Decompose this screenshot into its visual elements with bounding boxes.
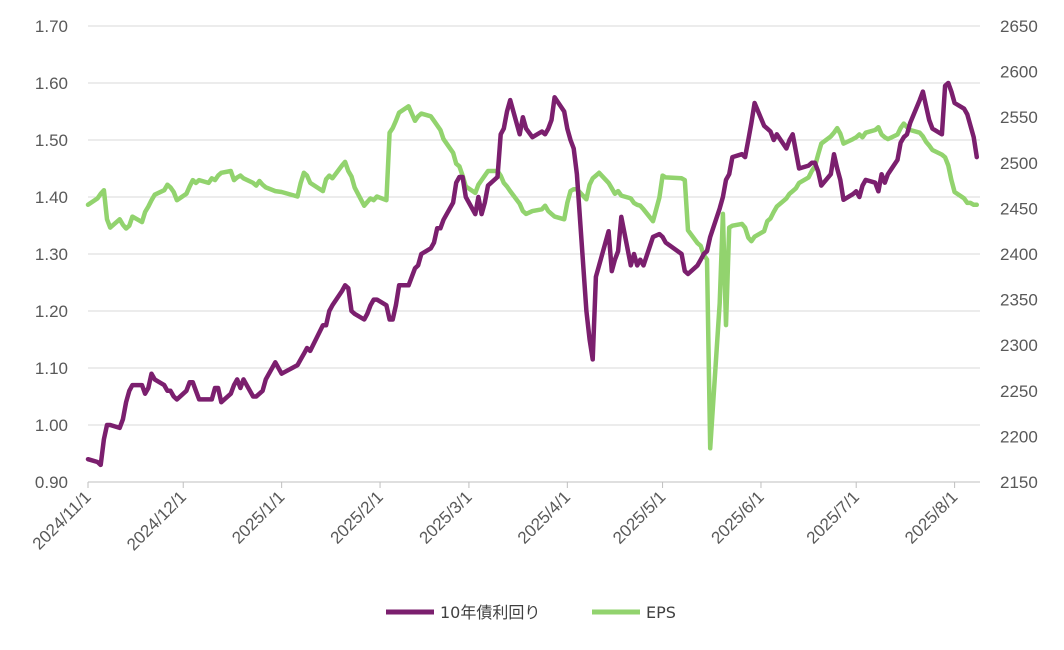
x-axis: 2024/11/1 2024/12/1 2025/1/1 2025/2/1 2025/3… xyxy=(29,481,980,554)
left-y-tick-label: 0.90 xyxy=(35,473,68,492)
x-tick-label: 2025/1/1 xyxy=(228,487,288,547)
right-y-axis: 2150 2200 2250 2300 2350 2400 2450 2500 2550 2600… xyxy=(1000,17,1038,492)
gridlines xyxy=(88,25,980,426)
right-y-tick-label: 2350 xyxy=(1000,291,1038,310)
right-y-tick-label: 2550 xyxy=(1000,108,1038,127)
right-y-tick-label: 2650 xyxy=(1000,17,1038,36)
series-line-yield xyxy=(85,80,980,468)
x-tick-label: 2025/8/1 xyxy=(901,487,961,547)
right-y-tick-label: 2150 xyxy=(1000,473,1038,492)
x-tick-label: 2025/5/1 xyxy=(609,487,669,547)
left-y-tick-label: 1.50 xyxy=(35,131,68,150)
left-y-tick-label: 1.10 xyxy=(35,359,68,378)
right-y-tick-label: 2400 xyxy=(1000,245,1038,264)
x-tick-label: 2025/7/1 xyxy=(803,487,863,547)
series-lines xyxy=(85,80,980,468)
x-tick-label: 2024/12/1 xyxy=(123,487,190,554)
legend: 10年債利回り EPS xyxy=(386,603,676,622)
right-y-tick-label: 2200 xyxy=(1000,427,1038,446)
left-y-tick-label: 1.40 xyxy=(35,188,68,207)
series-line-eps xyxy=(85,104,980,451)
left-y-axis: 0.90 1.00 1.10 1.20 1.30 1.40 1.50 1.60 1.70 xyxy=(35,17,68,492)
left-y-tick-label: 1.60 xyxy=(35,74,68,93)
x-tick-label: 2025/3/1 xyxy=(416,487,476,547)
right-y-tick-label: 2600 xyxy=(1000,63,1038,82)
left-y-tick-label: 1.00 xyxy=(35,416,68,435)
left-y-tick-label: 1.70 xyxy=(35,17,68,36)
right-y-tick-label: 2300 xyxy=(1000,336,1038,355)
right-y-tick-label: 2500 xyxy=(1000,154,1038,173)
right-y-tick-label: 2450 xyxy=(1000,199,1038,218)
x-tick-label: 2025/6/1 xyxy=(708,487,768,547)
legend-label-yield: 10年債利回り xyxy=(440,603,540,622)
x-tick-label: 2025/4/1 xyxy=(514,487,574,547)
x-tick-label: 2025/2/1 xyxy=(327,487,387,547)
left-y-tick-label: 1.30 xyxy=(35,245,68,264)
x-tick-label: 2024/11/1 xyxy=(29,487,95,553)
right-y-tick-label: 2250 xyxy=(1000,382,1038,401)
left-y-tick-label: 1.20 xyxy=(35,302,68,321)
legend-label-eps: EPS xyxy=(646,603,676,622)
